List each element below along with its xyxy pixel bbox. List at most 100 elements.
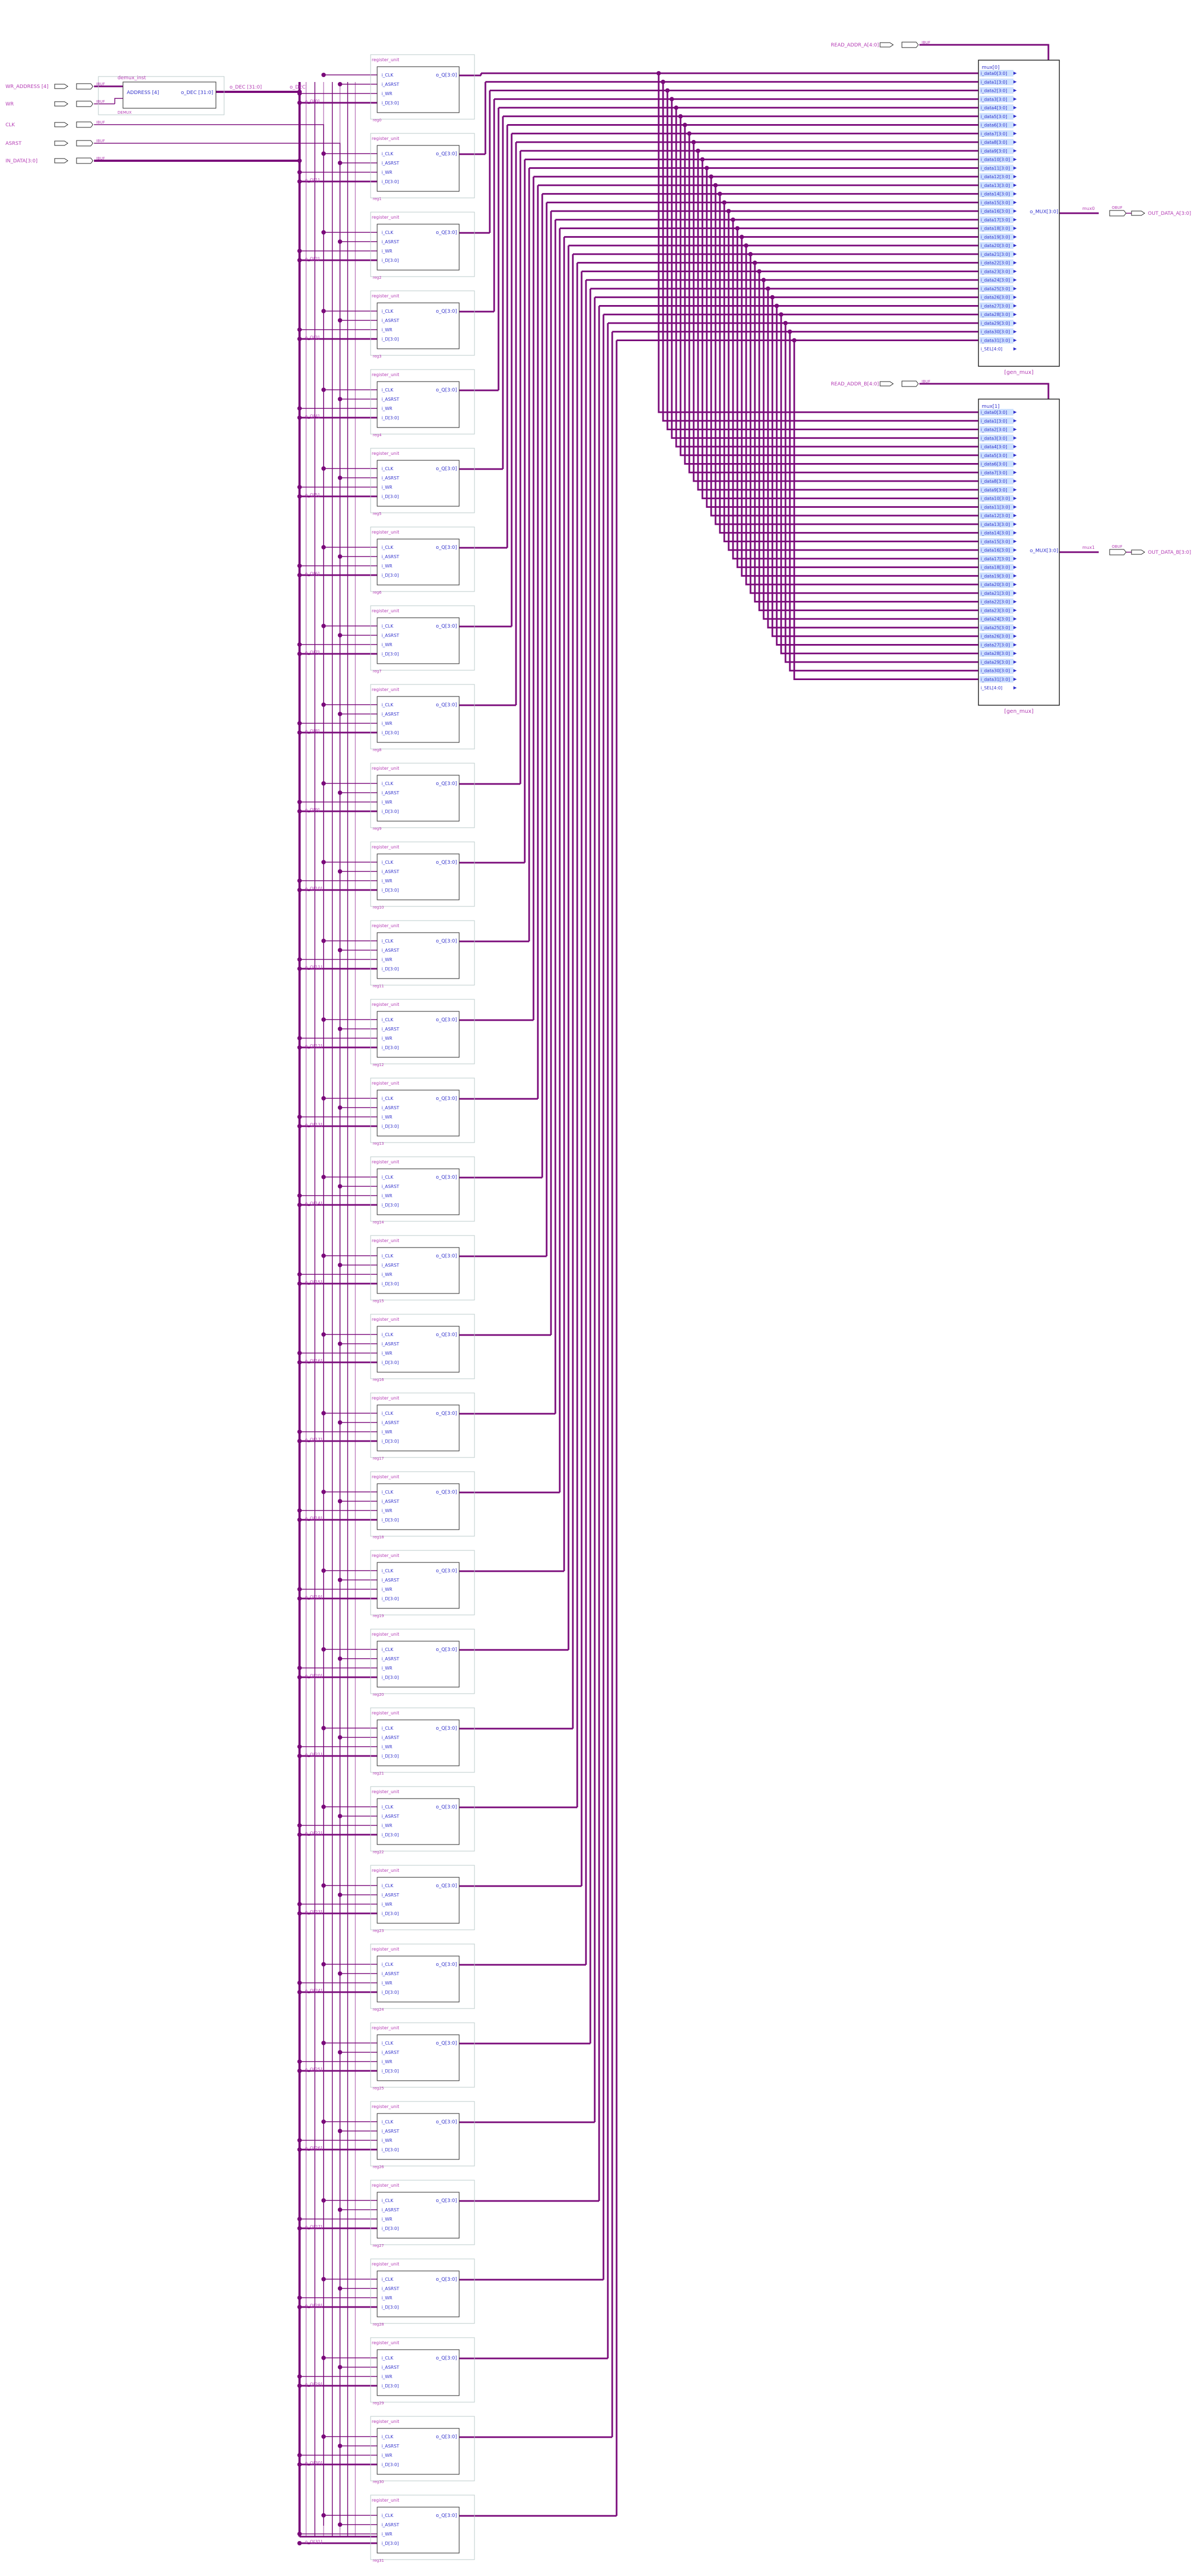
register-instance-label: reg24 [373, 2007, 384, 2012]
register-unit-box [377, 1719, 460, 1766]
mux-a-input: i_data2[3:0] [981, 89, 1007, 93]
register-out-port: o_Q[3:0] [436, 1962, 457, 1968]
asrst-junction [338, 82, 342, 86]
wr-junction [297, 721, 302, 725]
register-instance-label: reg29 [373, 2401, 384, 2405]
mux-input-highlight [980, 512, 1013, 519]
register-title: register_unit [372, 1789, 399, 1794]
register-port: i_WR [382, 2453, 392, 2458]
register-title: register_unit [372, 1711, 399, 1716]
register-port: i_WR [382, 1981, 392, 1986]
register-instance-label: reg18 [373, 1535, 384, 1539]
register-port: i_WR [382, 170, 392, 175]
mux-input-arrow [1013, 445, 1017, 449]
register-out-port: o_Q[3:0] [436, 545, 457, 551]
mux-a-input: i_data20[3:0] [981, 243, 1010, 248]
register-port: i_D[3:0] [382, 1045, 399, 1050]
mux-b-input-wire [688, 133, 978, 473]
mux-input-highlight [980, 147, 1013, 154]
mux-a-input: i_data11[3:0] [981, 166, 1010, 171]
output-b-port [1131, 549, 1145, 555]
register-instance-label: reg28 [373, 2322, 384, 2327]
register-port: i_ASRST [382, 791, 399, 795]
register-unit-box [377, 66, 460, 113]
register-unit-box [377, 538, 460, 586]
mux-b-input: i_data29[3:0] [981, 660, 1010, 665]
wr-junction [297, 2217, 302, 2221]
clk-junction [321, 939, 326, 943]
mux-input-arrow [1013, 192, 1017, 196]
ibuf-wr-label: IBUF [96, 99, 105, 104]
clk-junction [321, 1805, 326, 1809]
clk-junction [321, 388, 326, 392]
register-out-port: o_Q[3:0] [436, 624, 457, 629]
register-port: i_CLK [382, 1017, 394, 1022]
register-port: i_ASRST [382, 1814, 399, 1819]
input-wr-port-label: WR [5, 102, 14, 107]
clk-junction [321, 1490, 326, 1494]
register-port: i_D[3:0] [382, 258, 399, 263]
wire-clk [94, 124, 324, 2526]
clk-junction [321, 1017, 326, 1022]
asrst-junction [338, 1656, 342, 1661]
register-port: i_D[3:0] [382, 1596, 399, 1601]
register-port: i_WR [382, 1666, 392, 1671]
mux-input-arrow [1013, 261, 1017, 265]
register-title: register_unit [372, 136, 399, 141]
register-port: i_WR [382, 879, 392, 883]
mux-input-arrow [1013, 201, 1017, 204]
mux-a-input: i_data8[3:0] [981, 140, 1007, 145]
ibuf-wr [76, 101, 93, 107]
mux-input-arrow [1013, 479, 1017, 483]
wr-junction [297, 1981, 302, 1985]
register-title: register_unit [372, 1081, 399, 1086]
label-layer: WR_ADDRESS [4] IBUF WR IBUF CLK IBUF ASRST IBUF… [5, 40, 1191, 2563]
register-out-port: o_Q[3:0] [436, 230, 457, 236]
input-asrst-port-label: ASRST [5, 141, 22, 147]
mux-a-input: i_data10[3:0] [981, 157, 1010, 162]
register-port: i_WR [382, 406, 392, 411]
data-junction [297, 179, 302, 184]
clk-junction [321, 2198, 326, 2203]
register-net-label: o_Q[14] [305, 1201, 323, 1206]
register-port: i_WR [382, 564, 392, 569]
register-port: i_WR [382, 2374, 392, 2379]
register-instance-label: reg3 [373, 354, 382, 359]
mux-b-input-wire [771, 297, 978, 637]
mux-input-arrow [1013, 660, 1017, 664]
register-port: i_CLK [382, 1647, 394, 1652]
register-net-label: o_Q[16] [305, 1359, 323, 1363]
mux-input-highlight [980, 216, 1013, 223]
wr-junction [297, 642, 302, 647]
wr-junction [297, 1823, 302, 1828]
asrst-junction [338, 1105, 342, 1110]
register-port: i_CLK [382, 1962, 394, 1967]
register-port: i_ASRST [382, 2208, 399, 2212]
mux-a-input: i_SEL[4:0] [981, 347, 1002, 352]
register-port: i_WR [382, 249, 392, 254]
wr-junction [297, 1351, 302, 1355]
mux-input-highlight [980, 426, 1013, 433]
register-title: register_unit [372, 1396, 399, 1401]
mux-input-arrow [1013, 330, 1017, 333]
register-unit-box [377, 1641, 460, 1688]
mux-b-input: i_data5[3:0] [981, 453, 1007, 458]
mux-b-input-wire [728, 211, 978, 551]
wr-junction [297, 957, 302, 962]
register-port: i_D[3:0] [382, 967, 399, 971]
data-junction [297, 888, 302, 892]
mux-b-input: i_data24[3:0] [981, 617, 1010, 622]
register-frame [370, 1629, 475, 1694]
register-port: i_D[3:0] [382, 573, 399, 578]
register-frame [370, 2101, 475, 2167]
register-port: i_D[3:0] [382, 415, 399, 420]
mux-input-arrow [1013, 140, 1017, 144]
wr-junction [297, 91, 302, 96]
register-out-port: o_Q[3:0] [436, 1175, 457, 1180]
mux-input-arrow [1013, 226, 1017, 230]
mux-input-arrow [1013, 209, 1017, 213]
wr-junction [297, 1902, 302, 1906]
register-net-label: o_Q[13] [305, 1122, 323, 1127]
register-unit-box [377, 1877, 460, 1924]
register-out-port: o_Q[3:0] [436, 702, 457, 708]
